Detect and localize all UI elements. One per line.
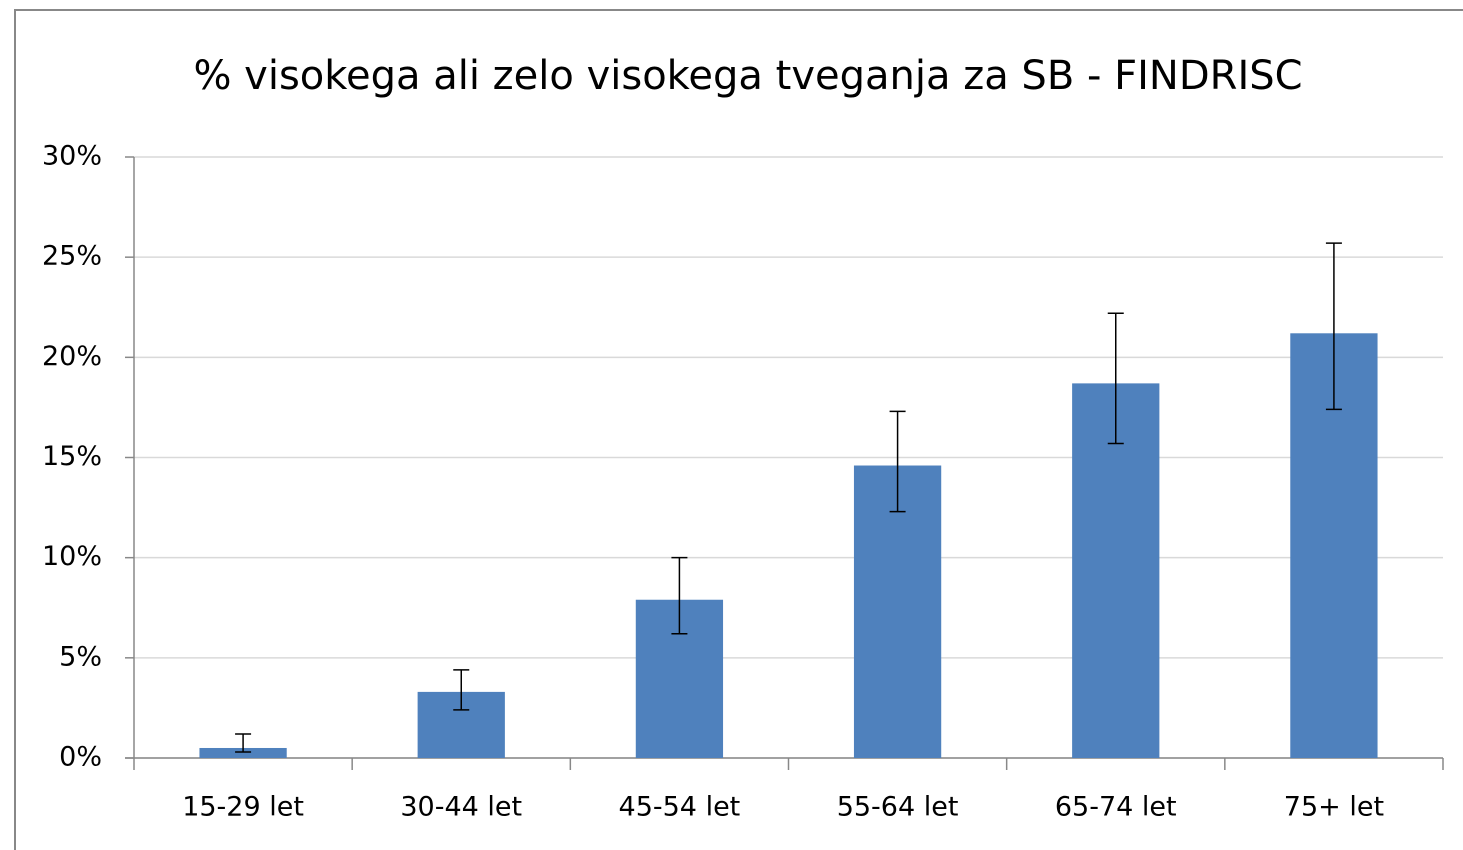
x-tick-label: 30-44 let: [400, 792, 522, 823]
x-tick-label: 45-54 let: [619, 792, 741, 823]
y-tick-label: 30%: [42, 141, 102, 172]
y-tick-label: 20%: [42, 341, 102, 372]
bar: [1072, 383, 1160, 758]
chart-frame: [14, 9, 1463, 850]
x-tick-label: 75+ let: [1284, 792, 1384, 823]
y-tick-label: 15%: [42, 441, 102, 472]
y-tick-label: 0%: [59, 742, 102, 773]
x-tick-label: 15-29 let: [182, 792, 304, 823]
y-tick-label: 10%: [42, 541, 102, 572]
y-tick-label: 25%: [42, 241, 102, 272]
bar: [199, 747, 287, 758]
bar: [853, 465, 942, 758]
chart-title: % visokega ali zelo visokega tveganja za…: [193, 53, 1302, 99]
x-tick-label: 65-74 let: [1055, 792, 1177, 823]
y-tick-label: 5%: [59, 641, 102, 672]
x-tick-label: 55-64 let: [837, 792, 959, 823]
